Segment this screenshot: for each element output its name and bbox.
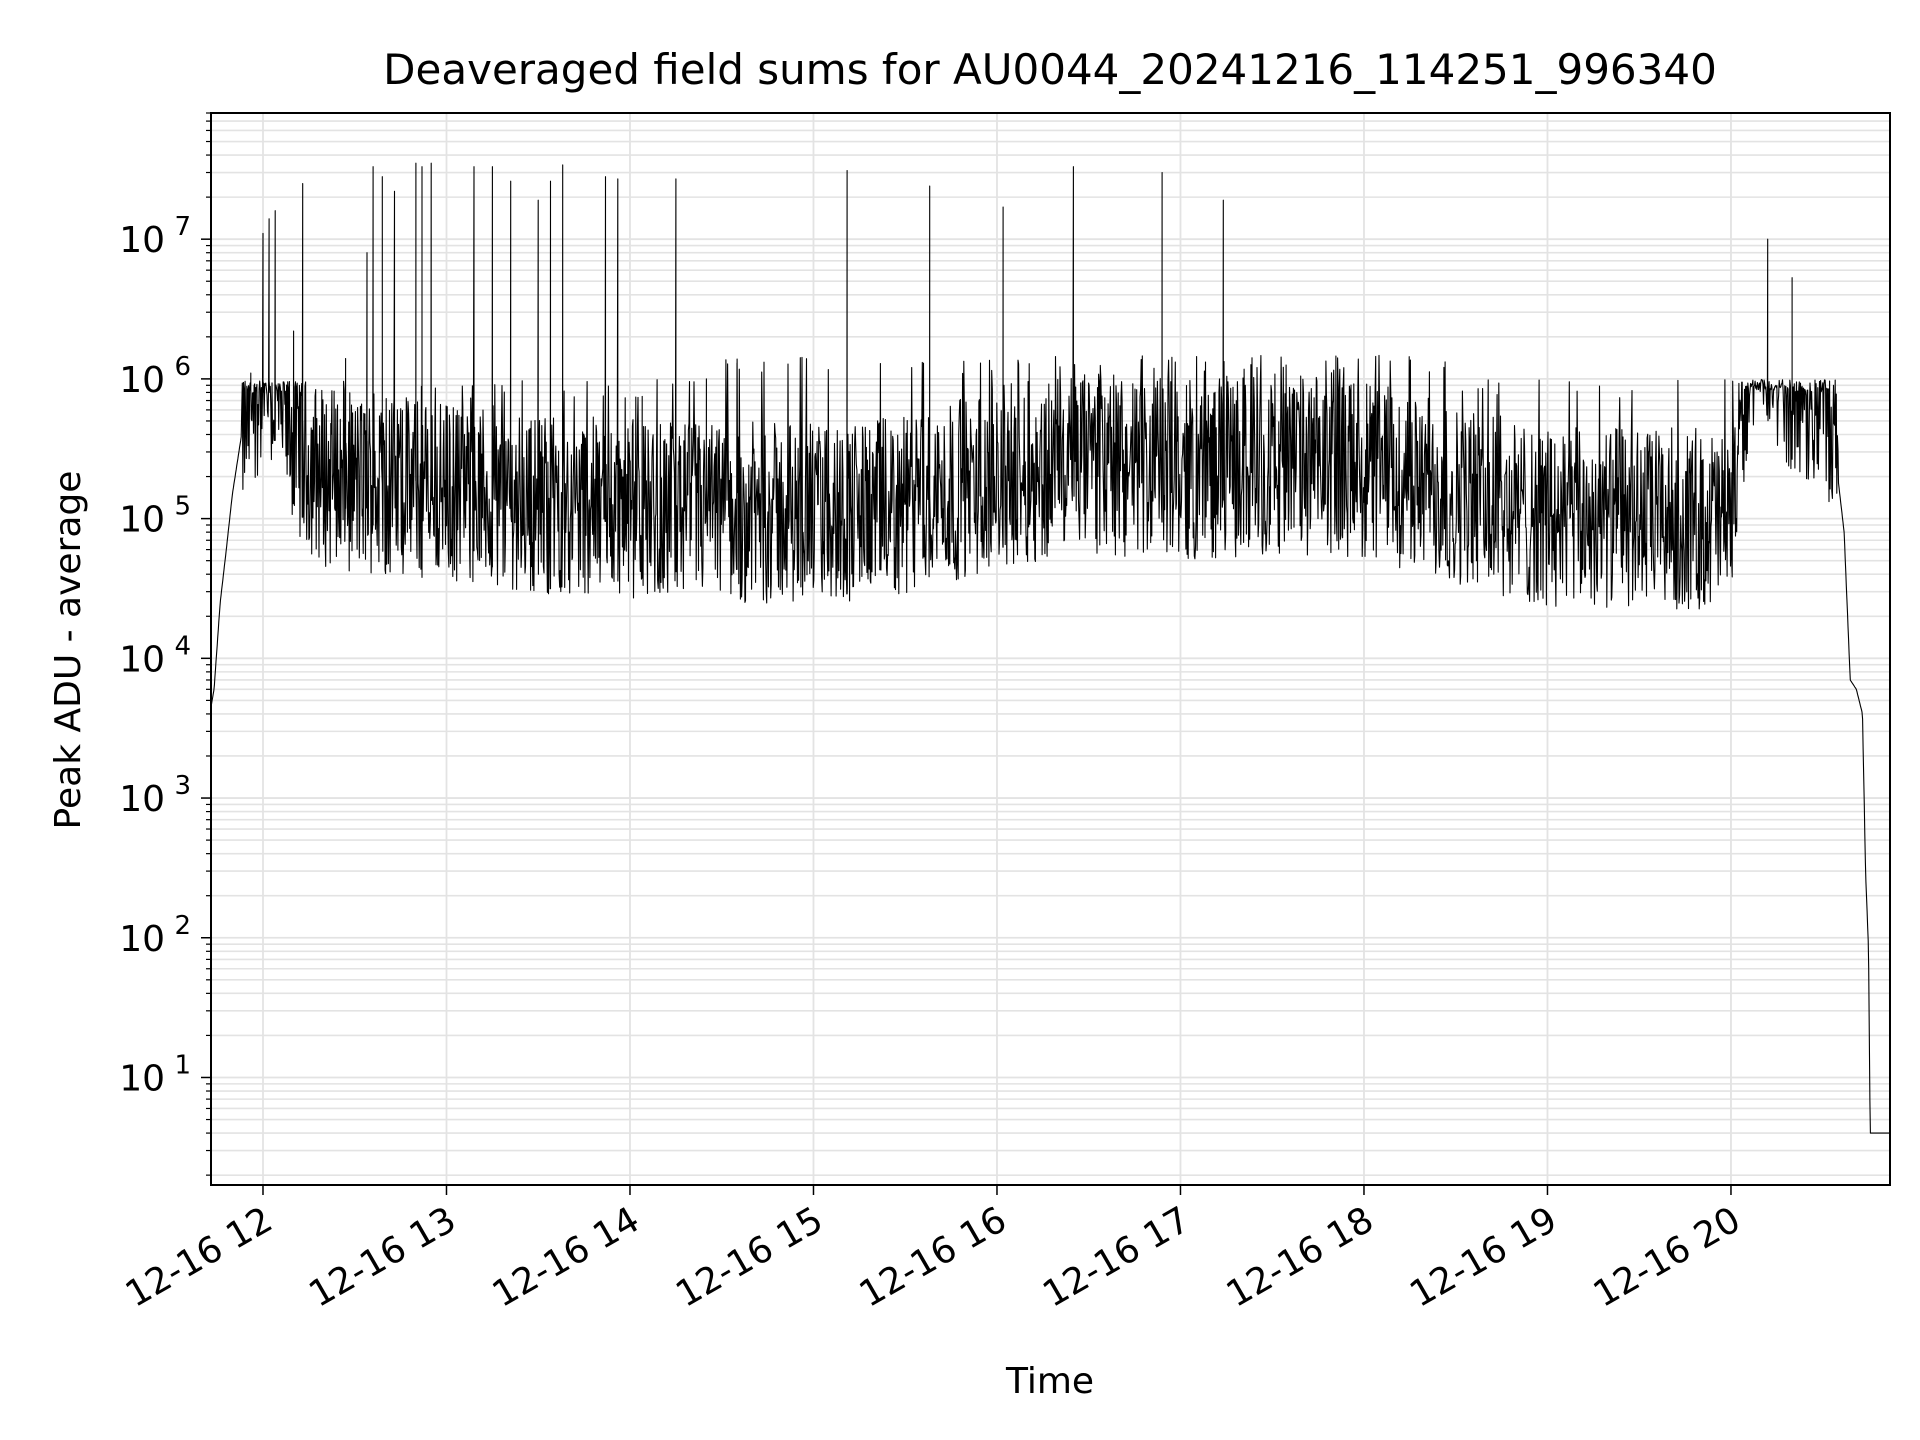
y-tick-exponent: 2 [174, 911, 191, 941]
y-tick-label: 10 [119, 639, 165, 680]
y-tick-label: 10 [119, 779, 165, 820]
series-line [210, 162, 1890, 1134]
y-tick-exponent: 7 [174, 212, 191, 242]
y-tick-label: 10 [119, 1058, 165, 1099]
y-tick-label: 10 [119, 500, 165, 541]
y-axis-label: Peak ADU - average [48, 471, 89, 830]
y-tick-label: 10 [119, 220, 165, 261]
y-tick-label: 10 [119, 360, 165, 401]
axes-frame [210, 112, 1891, 1186]
y-tick-label: 10 [119, 919, 165, 960]
y-tick-exponent: 6 [174, 352, 191, 382]
grid-minor-lines [211, 112, 1890, 1176]
chart-title: Deaveraged field sums for AU0044_2024121… [383, 45, 1717, 94]
plot-area [210, 162, 1890, 1134]
x-axis-label: Time [1005, 1361, 1094, 1402]
y-tick-exponent: 5 [174, 492, 191, 522]
y-tick-exponent: 3 [174, 771, 191, 801]
y-tick-exponent: 4 [174, 631, 191, 661]
y-tick-exponent: 1 [174, 1050, 191, 1080]
